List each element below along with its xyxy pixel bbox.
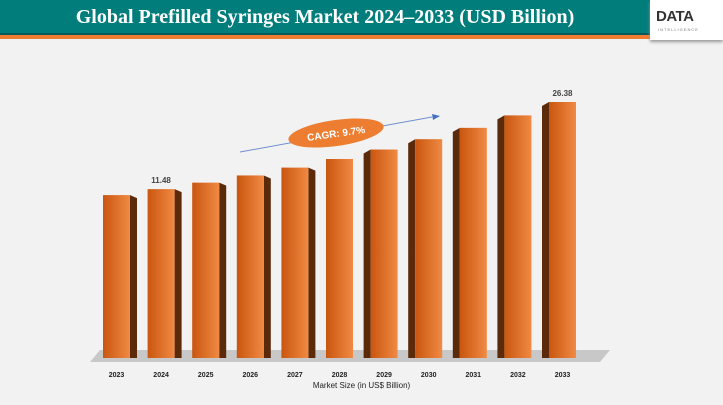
bar-2025	[192, 182, 220, 358]
title-bar	[0, 0, 650, 35]
x-tick-2024: 2024	[153, 372, 169, 379]
x-tick-2033: 2033	[555, 372, 571, 379]
bar-2024	[147, 189, 175, 358]
logo-subtext: INTELLIGENCE	[658, 27, 699, 32]
bar-2029	[370, 149, 398, 358]
bar-2027	[281, 167, 309, 358]
datam-logo: DATA INTELLIGENCE	[650, 0, 723, 40]
bar-side-2032	[497, 115, 505, 358]
x-tick-2031: 2031	[466, 372, 482, 379]
x-tick-2023: 2023	[109, 372, 125, 379]
x-tick-2029: 2029	[376, 372, 392, 379]
x-tick-2030: 2030	[421, 372, 437, 379]
x-tick-2028: 2028	[332, 372, 348, 379]
bar-side-2033	[542, 102, 549, 358]
bar-2026	[236, 175, 264, 358]
bar-side-2024	[174, 189, 182, 358]
x-tick-2032: 2032	[510, 372, 526, 379]
bar-side-2027	[308, 167, 316, 358]
cagr-bubble	[288, 118, 384, 148]
x-axis-label: Market Size (in US$ Billion)	[312, 381, 411, 390]
bar-2032	[504, 115, 532, 358]
bar-2031	[459, 127, 487, 359]
bar-2023	[103, 195, 130, 358]
bar-side-2030	[408, 139, 416, 358]
bar-side-2026	[263, 175, 271, 358]
bar-side-2023	[130, 195, 137, 358]
cagr-arrowhead	[432, 114, 440, 120]
logo-text: DATA	[656, 8, 694, 25]
bar-side-2031	[452, 127, 460, 359]
accent-line	[0, 35, 650, 39]
bar-side-2025	[219, 182, 227, 358]
data-label-2033: 26.38	[552, 89, 573, 98]
x-tick-2025: 2025	[198, 372, 214, 379]
x-tick-2026: 2026	[243, 372, 259, 379]
bar-2028	[326, 159, 353, 358]
chart-title: Global Prefilled Syringes Market 2024–20…	[75, 6, 575, 28]
bar-2030	[415, 139, 443, 358]
bar-2033	[549, 102, 576, 358]
data-label-2024: 11.48	[151, 176, 171, 185]
bar-side-2029	[363, 149, 371, 358]
x-tick-2027: 2027	[287, 372, 303, 379]
